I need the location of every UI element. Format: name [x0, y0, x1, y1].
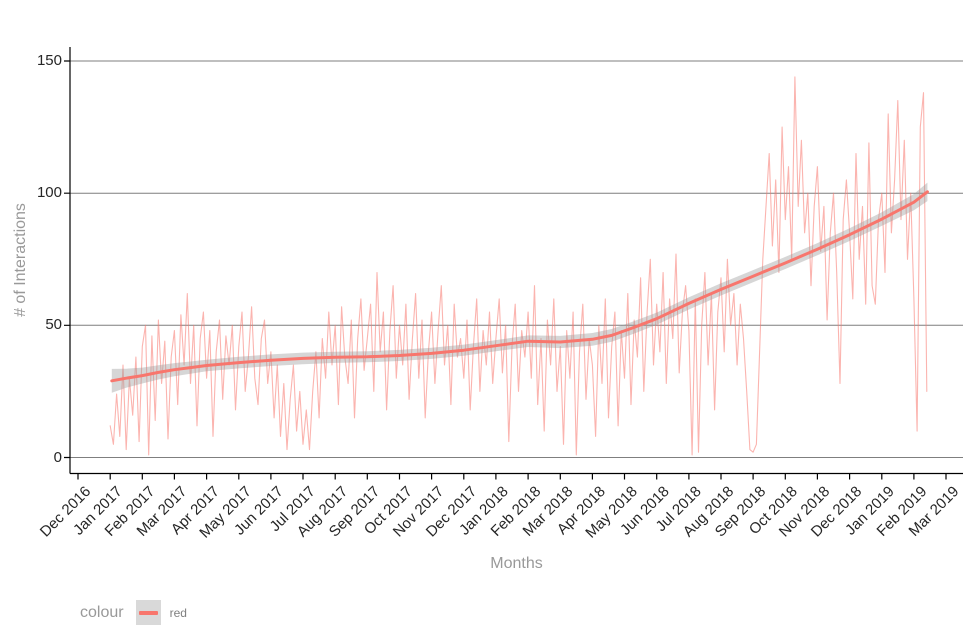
- confidence-ribbon: [111, 182, 928, 393]
- legend: colour red: [80, 600, 187, 625]
- legend-entry-label: red: [169, 605, 187, 620]
- legend-title: colour: [80, 603, 124, 621]
- smooth-trend-line: [110, 190, 929, 383]
- y-axis-ticks: [64, 60, 70, 459]
- y-tick-label: 100: [36, 184, 62, 202]
- y-tick-label: 50: [45, 316, 62, 334]
- y-axis-title: # of Interactions: [12, 203, 29, 317]
- raw-series-line: [109, 76, 928, 456]
- legend-key-line-icon: [138, 610, 158, 615]
- x-axis-title: Months: [490, 555, 543, 572]
- x-axis-ticks: [77, 473, 947, 480]
- y-tick-label: 150: [36, 52, 62, 69]
- legend-key: [135, 600, 161, 625]
- y-tick-label: 0: [53, 448, 62, 466]
